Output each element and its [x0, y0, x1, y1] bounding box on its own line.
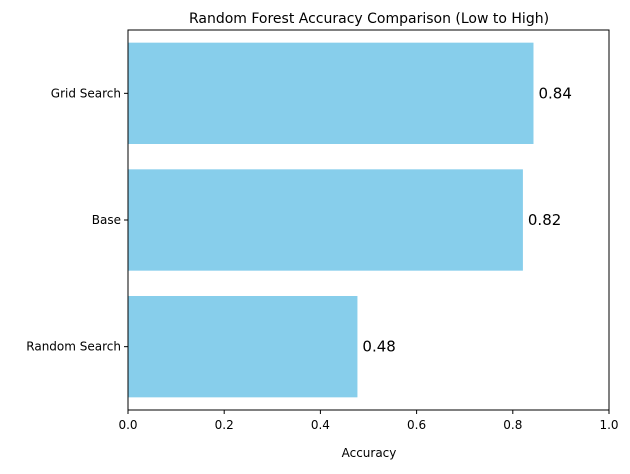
bars-layer: [128, 42, 534, 398]
x-axis-label: Accuracy: [342, 446, 397, 460]
x-tick-label: 0.2: [215, 418, 234, 432]
y-axis-ticks: Random Search Base Grid Search: [26, 86, 128, 354]
data-labels-layer: 0.48 0.82 0.84: [362, 84, 571, 355]
y-tick-label: Grid Search: [51, 86, 121, 100]
x-axis-ticks: 0.0 0.2 0.4 0.6 0.8 1.0: [118, 410, 619, 432]
x-tick-label: 0.6: [407, 418, 426, 432]
plot-frame: [127, 29, 610, 411]
bar-grid-search: [128, 42, 534, 144]
data-label: 0.82: [528, 211, 561, 229]
bar-random-search: [128, 296, 358, 398]
data-label: 0.48: [362, 338, 395, 356]
x-tick-label: 0.0: [118, 418, 137, 432]
data-label: 0.84: [538, 84, 571, 102]
chart-title: Random Forest Accuracy Comparison (Low t…: [189, 11, 549, 27]
bar-base: [128, 169, 523, 271]
x-tick-label: 0.4: [311, 418, 330, 432]
y-tick-label: Random Search: [26, 340, 121, 354]
y-tick-label: Base: [92, 213, 121, 227]
x-tick-label: 0.8: [503, 418, 522, 432]
x-tick-label: 1.0: [599, 418, 618, 432]
